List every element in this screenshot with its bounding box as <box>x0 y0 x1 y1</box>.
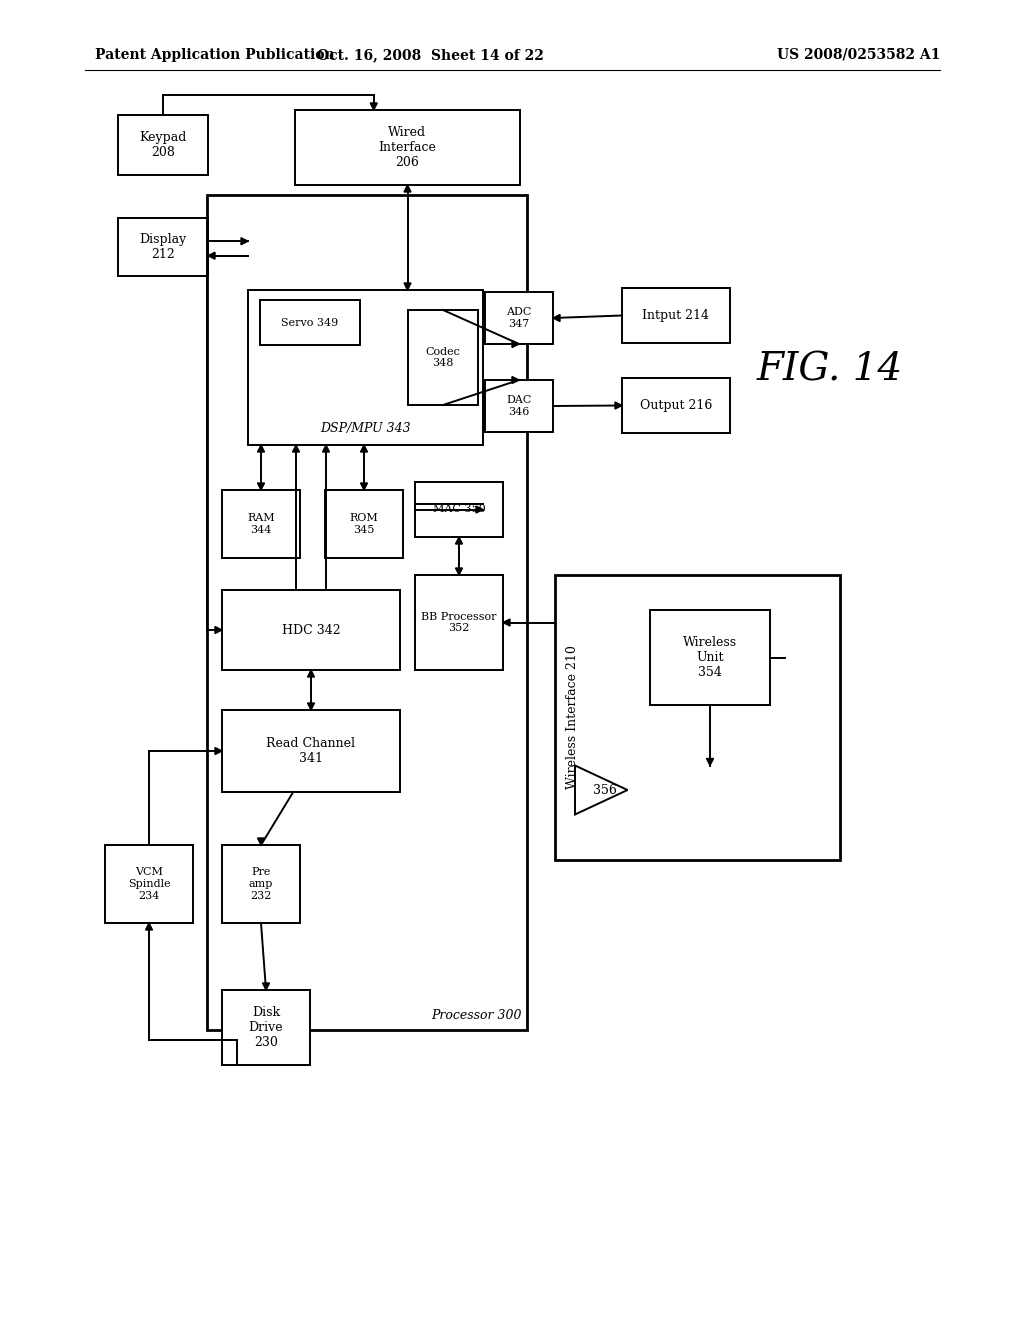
Bar <box>207 195 527 1030</box>
Text: Servo 349: Servo 349 <box>282 318 339 327</box>
Bar <box>325 490 403 558</box>
Polygon shape <box>371 103 377 110</box>
Polygon shape <box>257 483 264 490</box>
Text: Disk
Drive
230: Disk Drive 230 <box>249 1006 284 1049</box>
Bar <box>105 845 193 923</box>
Bar <box>222 845 300 923</box>
Bar <box>222 590 400 671</box>
Text: DAC
346: DAC 346 <box>506 395 531 417</box>
Bar <box>222 490 300 558</box>
Text: Display
212: Display 212 <box>139 234 186 261</box>
Polygon shape <box>145 923 153 931</box>
Polygon shape <box>215 627 222 634</box>
Text: Patent Application Publication: Patent Application Publication <box>95 48 335 62</box>
Polygon shape <box>307 671 314 677</box>
Polygon shape <box>456 537 463 544</box>
Text: Read Channel
341: Read Channel 341 <box>266 737 355 766</box>
Bar <box>622 288 730 343</box>
Text: Oct. 16, 2008  Sheet 14 of 22: Oct. 16, 2008 Sheet 14 of 22 <box>316 48 544 62</box>
Bar <box>408 310 478 405</box>
Bar <box>415 576 503 671</box>
Bar <box>415 482 503 537</box>
Text: MAC 350: MAC 350 <box>432 504 485 515</box>
Bar <box>485 380 553 432</box>
Text: HDC 342: HDC 342 <box>282 623 340 636</box>
Polygon shape <box>512 376 519 384</box>
Bar <box>622 378 730 433</box>
Polygon shape <box>208 252 215 259</box>
Polygon shape <box>404 282 411 290</box>
Text: ROM
345: ROM 345 <box>349 513 379 535</box>
Text: Intput 214: Intput 214 <box>642 309 710 322</box>
Bar <box>555 576 840 861</box>
Bar <box>248 290 483 445</box>
Polygon shape <box>360 445 368 451</box>
Bar <box>260 300 360 345</box>
Polygon shape <box>512 341 519 347</box>
Text: Codec
348: Codec 348 <box>426 347 461 368</box>
Text: Processor 300: Processor 300 <box>431 1008 522 1022</box>
Text: BB Processor
352: BB Processor 352 <box>421 611 497 634</box>
Polygon shape <box>323 445 330 451</box>
Polygon shape <box>553 314 560 322</box>
Text: RAM
344: RAM 344 <box>247 513 274 535</box>
Bar <box>485 292 553 345</box>
Text: Keypad
208: Keypad 208 <box>139 131 186 158</box>
Polygon shape <box>262 983 269 990</box>
Bar <box>650 610 770 705</box>
Bar <box>118 218 208 276</box>
Polygon shape <box>404 185 411 191</box>
Text: Output 216: Output 216 <box>640 399 712 412</box>
Text: US 2008/0253582 A1: US 2008/0253582 A1 <box>776 48 940 62</box>
Text: Pre
amp
232: Pre amp 232 <box>249 867 273 900</box>
Bar <box>295 110 520 185</box>
Polygon shape <box>615 403 622 409</box>
Text: 356: 356 <box>593 784 616 796</box>
Polygon shape <box>503 619 510 626</box>
Text: VCM
Spindle
234: VCM Spindle 234 <box>128 867 170 900</box>
Polygon shape <box>707 759 714 766</box>
Text: ADC
347: ADC 347 <box>506 308 531 329</box>
Polygon shape <box>257 445 264 451</box>
Polygon shape <box>456 568 463 576</box>
Text: Wireless
Unit
354: Wireless Unit 354 <box>683 636 737 678</box>
Polygon shape <box>293 445 299 451</box>
Text: DSP/MPU 343: DSP/MPU 343 <box>321 422 411 436</box>
Polygon shape <box>241 238 248 244</box>
Polygon shape <box>257 838 264 845</box>
Text: FIG. 14: FIG. 14 <box>757 351 903 388</box>
Bar <box>118 115 208 176</box>
Bar <box>222 710 400 792</box>
Polygon shape <box>307 704 314 710</box>
Polygon shape <box>215 747 222 755</box>
Text: Wireless Interface 210: Wireless Interface 210 <box>566 645 580 789</box>
Bar <box>222 990 310 1065</box>
Polygon shape <box>360 483 368 490</box>
Polygon shape <box>476 506 483 513</box>
Text: Wired
Interface
206: Wired Interface 206 <box>379 125 436 169</box>
